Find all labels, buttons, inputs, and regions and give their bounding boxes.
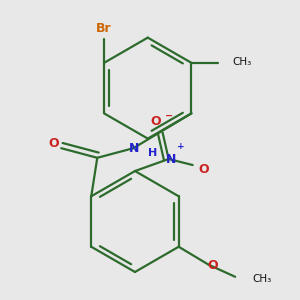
Text: O: O <box>207 260 218 272</box>
Text: N: N <box>166 152 176 166</box>
Text: H: H <box>148 148 157 158</box>
Text: O: O <box>198 163 209 176</box>
Text: +: + <box>177 142 184 152</box>
Text: O: O <box>150 115 161 128</box>
Text: −: − <box>165 111 173 121</box>
Text: N: N <box>129 142 140 155</box>
Text: CH₃: CH₃ <box>232 57 252 67</box>
Text: O: O <box>49 137 59 150</box>
Text: CH₃: CH₃ <box>252 274 271 284</box>
Text: Br: Br <box>96 22 112 34</box>
